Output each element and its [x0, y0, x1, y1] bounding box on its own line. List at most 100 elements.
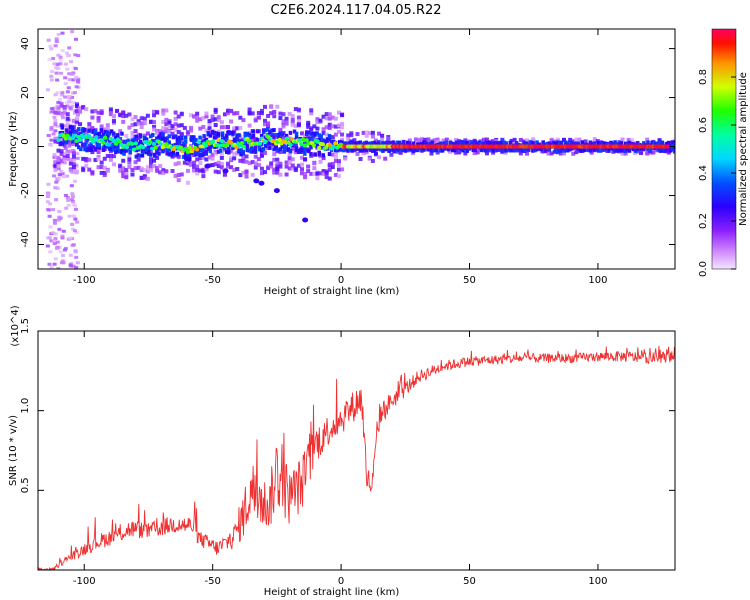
spectral-cell [105, 168, 110, 173]
spectral-cell [263, 118, 268, 123]
spectral-cell [140, 153, 145, 158]
spectral-cell [662, 148, 667, 153]
spectral-cell [72, 111, 77, 115]
spectral-cell [176, 123, 181, 128]
spectral-cell [210, 114, 215, 119]
spectral-cell [81, 105, 86, 110]
spectral-cell [393, 147, 397, 152]
spectral-cell [266, 121, 271, 126]
spectral-cell [317, 152, 321, 157]
spectral-cell [224, 135, 229, 140]
spectral-cell [566, 141, 570, 146]
spectral-cell [417, 138, 422, 143]
spectral-cell [312, 166, 317, 171]
spectral-cell [61, 116, 66, 120]
spectral-cell [238, 158, 243, 163]
spectral-cell [120, 150, 124, 155]
spectral-cell [290, 117, 295, 122]
spectral-cell [494, 140, 498, 145]
spectral-cell [101, 145, 106, 150]
spectral-cell [506, 147, 511, 152]
spectral-cell [177, 135, 182, 140]
spectral-cell [102, 165, 107, 170]
spectral-cell [84, 107, 89, 112]
spectral-cell [151, 139, 155, 144]
spectral-cell [201, 155, 206, 160]
spectral-cell [78, 122, 83, 127]
spectral-cell [108, 107, 113, 112]
spectral-cell [607, 146, 611, 151]
spectral-cell [392, 149, 397, 154]
spectral-cell [272, 114, 277, 119]
spectral-cell [467, 146, 471, 151]
spectral-cell [198, 148, 202, 153]
spectral-cell [111, 154, 116, 159]
spectral-cell [53, 164, 58, 169]
colorbar-tick-label: 0.0 [698, 261, 709, 277]
spectral-cell [142, 121, 147, 126]
spectral-cell [255, 138, 260, 143]
spectral-cell [47, 262, 52, 266]
spectral-cell [59, 151, 64, 156]
spectral-cell [346, 133, 351, 138]
spectral-cell [504, 148, 508, 153]
spectral-cell [84, 158, 89, 163]
spectral-cell [145, 165, 150, 170]
spectral-cell [420, 141, 424, 146]
spectral-cell [588, 140, 593, 145]
spectral-cell [229, 130, 233, 135]
spectral-cell [161, 168, 166, 173]
spectral-cell [488, 141, 492, 146]
spectral-cell [463, 151, 468, 156]
spectral-cell [444, 137, 449, 142]
spectral-cell [272, 133, 277, 138]
spectral-cell [52, 262, 57, 266]
spectral-cell [282, 144, 287, 149]
spectral-cell [524, 147, 529, 152]
spectral-cell [72, 130, 77, 135]
spectral-cell [333, 172, 338, 177]
spectral-cell [74, 104, 79, 109]
spectral-cell [423, 137, 428, 142]
spectral-cell [142, 133, 147, 138]
spectral-cell [71, 157, 76, 162]
spectral-cell [74, 169, 79, 174]
spectral-cell [557, 141, 562, 146]
spectral-cell [189, 113, 194, 118]
spectral-cell [233, 138, 237, 143]
spectral-cell [551, 140, 556, 145]
spectral-cell [238, 173, 243, 178]
spectral-cell [635, 149, 640, 154]
spectral-cell [315, 126, 320, 131]
spectral-cell [60, 253, 65, 257]
spectral-cell [57, 97, 62, 101]
spectral-cell [333, 158, 338, 163]
spectral-cell [55, 240, 60, 244]
spectral-cell [158, 163, 163, 168]
spectral-cell [426, 140, 431, 145]
spectral-cell [420, 148, 424, 153]
spectral-cell [278, 164, 283, 169]
spectral-cell [266, 113, 271, 118]
spectral-cell [181, 141, 186, 146]
spectral-cell [293, 168, 298, 173]
spectral-cell [358, 148, 363, 153]
spectral-cell [651, 150, 656, 155]
spectral-cell [90, 109, 95, 114]
spectral-cell [122, 139, 126, 144]
spectral-cell [130, 130, 135, 135]
spectral-cell [512, 137, 517, 142]
spectral-cell [395, 148, 400, 153]
spectral-cell [535, 140, 539, 145]
spectral-cell [580, 148, 585, 153]
spectral-ridge-cell [187, 145, 193, 150]
spectral-cell [603, 142, 607, 147]
spectral-cell [130, 134, 135, 139]
spectral-cell [99, 124, 104, 129]
spectral-cell [633, 147, 638, 152]
spectral-cell [93, 130, 97, 135]
spectral-cell [539, 146, 543, 151]
spectral-cell [167, 147, 171, 152]
spectral-cell [198, 156, 203, 161]
spectral-cell [121, 170, 126, 175]
